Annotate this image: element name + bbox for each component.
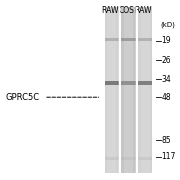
Text: RAW: RAW (102, 6, 119, 15)
Text: (kD): (kD) (161, 21, 176, 28)
Text: RAW: RAW (134, 6, 152, 15)
Text: 26: 26 (162, 56, 171, 65)
Bar (105, 157, 119, 160)
Text: 19: 19 (162, 36, 171, 45)
Bar (141, 7, 150, 173)
Bar (124, 7, 133, 173)
Text: 85: 85 (162, 136, 171, 145)
Bar (138, 81, 152, 85)
Bar (105, 38, 119, 41)
Bar (138, 7, 152, 173)
Bar (105, 81, 119, 85)
Text: 117: 117 (162, 152, 176, 161)
Bar (105, 7, 119, 173)
Bar (121, 157, 136, 160)
Text: COS: COS (119, 6, 134, 15)
Bar (138, 38, 152, 41)
Text: 34: 34 (162, 75, 171, 84)
Text: GPRC5C: GPRC5C (5, 93, 40, 102)
Bar (107, 7, 116, 173)
Bar (121, 38, 136, 41)
Text: 48: 48 (162, 93, 171, 102)
Bar (121, 7, 136, 173)
Bar (121, 81, 136, 85)
Bar (138, 157, 152, 160)
